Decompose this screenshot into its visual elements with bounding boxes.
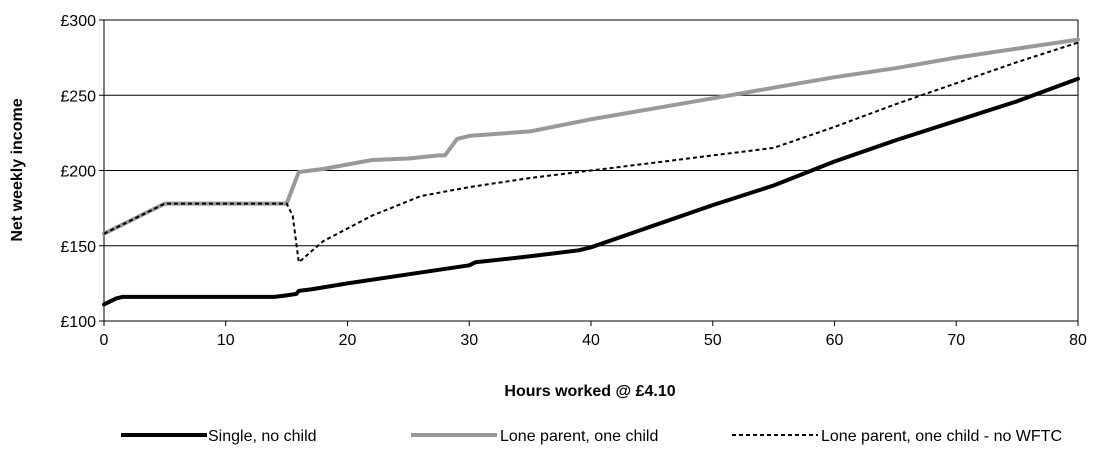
x-tick-label: 60: [826, 332, 844, 349]
legend-label-1: Single, no child: [208, 428, 317, 445]
y-tick-label: £150: [60, 239, 96, 256]
legend-label-2: Lone parent, one child: [500, 428, 658, 445]
x-axis-title: Hours worked @ £4.10: [504, 383, 675, 400]
y-axis-title: Net weekly income: [9, 98, 26, 241]
legend-label-3: Lone parent, one child - no WFTC: [821, 428, 1062, 445]
legend: Single, no child Lone parent, one child Lo…: [121, 428, 1062, 445]
series-line-3: [103, 41, 1079, 265]
x-tick-label: 0: [100, 332, 109, 349]
y-tick-label: £250: [60, 88, 96, 105]
y-tick-label: £100: [60, 314, 96, 331]
axes: [99, 19, 1079, 326]
x-tick-label: 80: [1069, 332, 1087, 349]
x-tick-label: 20: [339, 332, 357, 349]
series-line-2: [102, 37, 1080, 236]
x-tick-label: 30: [460, 332, 478, 349]
x-tick-label: 40: [582, 332, 600, 349]
x-tick-label: 10: [217, 332, 235, 349]
y-tick-label: £200: [60, 164, 96, 181]
x-tick-label: 50: [704, 332, 722, 349]
tick-labels: £100 £150 £200 £250 £300 0 10 20 30 40 50 60 70 80: [60, 13, 1087, 349]
plot-series: [102, 37, 1080, 307]
y-tick-label: £300: [60, 13, 96, 30]
gridlines: [104, 19, 1078, 247]
series-line-1: [102, 76, 1080, 307]
x-tick-label: 70: [947, 332, 965, 349]
